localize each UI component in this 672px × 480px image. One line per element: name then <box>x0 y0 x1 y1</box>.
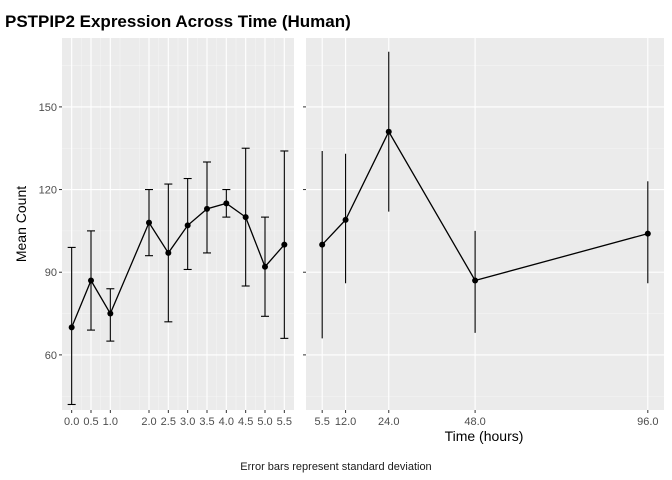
data-point <box>223 200 230 207</box>
data-point <box>242 214 249 221</box>
y-axis-title: Mean Count <box>13 186 29 262</box>
chart-title: PSTPIP2 Expression Across Time (Human) <box>5 12 351 31</box>
panel-right-background <box>306 38 664 410</box>
data-point <box>342 216 349 223</box>
y-tick-label: 90 <box>45 267 57 279</box>
data-point <box>88 277 94 284</box>
panel-right-x-axis: 5.5 12.0 24.0 48.0 96.0 <box>315 410 659 428</box>
y-tick-label: 60 <box>45 350 57 362</box>
data-point <box>146 219 152 226</box>
data-point <box>472 277 479 284</box>
data-point <box>385 128 392 135</box>
x-tick-label: 5.0 <box>257 416 272 428</box>
panel-left-y-axis: 60 90 120 150 <box>39 102 62 362</box>
x-tick-label: 5.5 <box>315 416 330 428</box>
panel-left-series <box>67 147 289 406</box>
x-tick-label: 3.0 <box>180 416 195 428</box>
x-tick-label: 96.0 <box>637 416 658 428</box>
chart-caption: Error bars represent standard deviation <box>240 461 431 473</box>
data-point <box>644 230 651 237</box>
x-tick-label: 2.0 <box>141 416 156 428</box>
data-point <box>68 324 75 331</box>
panel-left: 60 90 120 150 0.0 0.5 1.0 2.0 2.5 3.0 3.5 4.0 4.5 5.… <box>39 38 294 428</box>
y-tick-label: 120 <box>39 185 57 197</box>
panel-left-grid <box>62 38 294 410</box>
data-point <box>107 310 114 317</box>
x-tick-label: 12.0 <box>335 416 356 428</box>
x-tick-label: 24.0 <box>378 416 399 428</box>
x-tick-label: 48.0 <box>464 416 485 428</box>
x-tick-label: 0.5 <box>83 416 98 428</box>
data-point <box>281 241 288 248</box>
data-point <box>204 205 210 212</box>
x-axis-title: Time (hours) <box>445 428 524 444</box>
data-point <box>319 241 326 248</box>
data-point <box>184 222 191 229</box>
data-point <box>165 249 172 256</box>
data-point <box>262 263 268 270</box>
panel-right: 5.5 12.0 24.0 48.0 96.0 <box>303 38 664 428</box>
x-tick-label: 1.0 <box>103 416 118 428</box>
x-tick-label: 3.5 <box>199 416 214 428</box>
panel-right-y-axis <box>303 106 306 356</box>
x-tick-label: 5.5 <box>277 416 292 428</box>
x-tick-label: 2.5 <box>161 416 176 428</box>
panel-right-series <box>319 51 651 339</box>
x-tick-label: 4.5 <box>238 416 253 428</box>
x-tick-label: 0.0 <box>64 416 79 428</box>
y-tick-label: 150 <box>39 102 57 114</box>
x-tick-label: 4.0 <box>219 416 234 428</box>
panel-left-x-axis: 0.0 0.5 1.0 2.0 2.5 3.0 3.5 4.0 4.5 5.0 5.5 <box>64 410 292 428</box>
